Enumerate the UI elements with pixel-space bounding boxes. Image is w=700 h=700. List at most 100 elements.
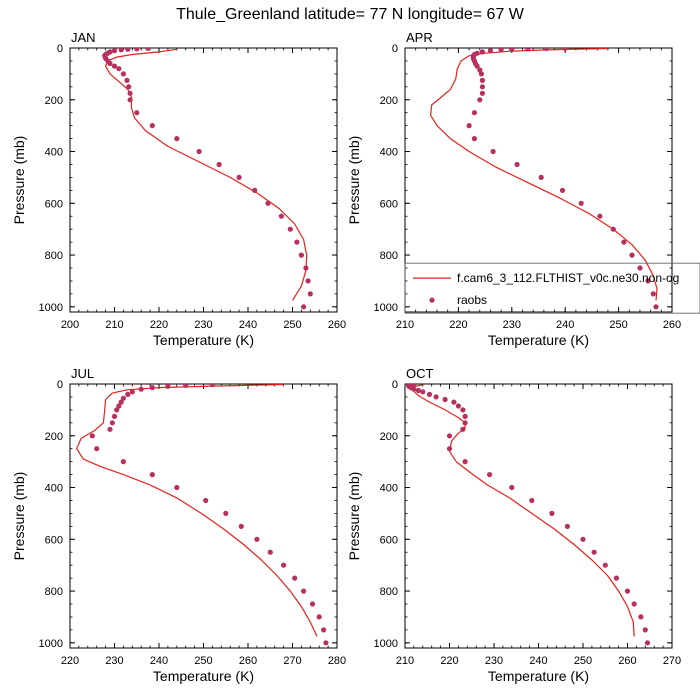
y-tick-label: 200 <box>380 95 398 107</box>
raobs-point <box>107 426 113 432</box>
raobs-point <box>183 384 189 388</box>
raobs-point <box>120 459 126 465</box>
raobs-point <box>479 77 485 83</box>
raobs-point <box>564 523 571 530</box>
y-tick-label: 800 <box>380 586 398 598</box>
y-tick-label: 600 <box>45 534 63 546</box>
raobs-point <box>145 48 151 51</box>
raobs-point <box>479 49 485 55</box>
x-tick-label: 260 <box>239 655 257 667</box>
raobs-point <box>149 385 155 391</box>
raobs-point <box>471 110 477 116</box>
x-tick-label: 240 <box>556 319 574 331</box>
x-tick-label: 220 <box>61 655 79 667</box>
raobs-point <box>478 71 484 77</box>
y-tick-label: 0 <box>392 379 398 391</box>
raobs-point <box>529 497 535 504</box>
raobs-point <box>477 97 483 103</box>
raobs-point <box>637 265 643 271</box>
figure-title: Thule_Greenland latitude= 77 N longitude… <box>176 6 525 23</box>
data-layer <box>76 384 329 646</box>
raobs-point <box>129 389 135 395</box>
raobs-point <box>433 394 439 400</box>
raobs-point <box>580 536 586 542</box>
raobs-point <box>471 136 477 142</box>
raobs-point <box>116 403 122 409</box>
model-profile-line <box>76 384 318 637</box>
raobs-point <box>107 49 113 55</box>
raobs-point <box>644 640 651 646</box>
raobs-point <box>543 48 550 52</box>
x-tick-label: 270 <box>663 655 681 667</box>
raobs-point <box>307 291 313 297</box>
raobs-point <box>134 110 140 116</box>
raobs-point <box>124 77 130 83</box>
raobs-point <box>559 187 566 193</box>
raobs-point <box>460 407 466 413</box>
raobs-point <box>602 562 608 568</box>
raobs-point <box>446 446 453 452</box>
raobs-point <box>203 497 209 504</box>
raobs-point <box>323 640 329 646</box>
panel-title: OCT <box>406 366 434 381</box>
raobs-point <box>287 226 293 232</box>
raobs-point <box>638 614 644 620</box>
raobs-point <box>254 536 260 542</box>
raobs-point <box>125 48 131 52</box>
plot-frame <box>69 47 338 313</box>
raobs-point <box>223 510 229 516</box>
raobs-point <box>629 252 635 258</box>
x-tick-label: 260 <box>328 319 346 331</box>
y-tick-label: 1000 <box>374 302 398 314</box>
x-tick-label: 230 <box>105 655 123 667</box>
y-tick-label: 600 <box>45 198 63 210</box>
raobs-point <box>309 601 316 607</box>
raobs-point <box>298 252 304 258</box>
x-axis-label: Temperature (K) <box>488 668 589 684</box>
y-tick-label: 400 <box>45 147 63 159</box>
y-tick-label: 400 <box>380 483 398 495</box>
y-axis-label: Pressure (mb) <box>346 472 362 561</box>
x-tick-label: 250 <box>574 655 592 667</box>
raobs-point <box>89 433 95 439</box>
raobs-point <box>216 161 222 168</box>
y-axis-label: Pressure (mb) <box>346 136 362 225</box>
raobs-point <box>165 384 171 389</box>
x-tick-label: 220 <box>449 319 467 331</box>
x-tick-label: 200 <box>61 319 79 331</box>
y-tick-label: 400 <box>45 483 63 495</box>
raobs-point <box>127 97 133 103</box>
raobs-point <box>462 413 468 419</box>
raobs-point <box>125 391 131 397</box>
x-tick-label: 230 <box>503 319 521 331</box>
x-tick-label: 250 <box>609 319 627 331</box>
raobs-point <box>111 413 118 419</box>
panel-title: APR <box>406 30 433 45</box>
y-tick-label: 600 <box>380 198 398 210</box>
data-layer <box>430 48 659 310</box>
raobs-point <box>578 200 584 206</box>
x-tick-label: 260 <box>663 319 681 331</box>
raobs-point <box>265 200 271 206</box>
raobs-point <box>650 291 656 297</box>
plot-frame <box>404 47 673 313</box>
y-tick-label: 1000 <box>374 638 398 650</box>
y-tick-label: 1000 <box>39 638 63 650</box>
x-tick-label: 250 <box>194 655 212 667</box>
x-axis-label: Temperature (K) <box>488 332 589 348</box>
raobs-point <box>426 391 433 397</box>
x-tick-label: 250 <box>283 319 301 331</box>
raobs-point <box>116 66 122 72</box>
raobs-point <box>631 601 637 607</box>
raobs-point <box>462 420 468 426</box>
x-axis-label: Temperature (K) <box>153 668 254 684</box>
raobs-point <box>591 549 597 555</box>
raobs-point <box>451 399 457 405</box>
raobs-point <box>509 484 515 491</box>
raobs-point <box>411 384 417 388</box>
raobs-point <box>111 48 118 54</box>
model-profile-line <box>430 48 658 301</box>
raobs-point <box>118 48 124 53</box>
raobs-point <box>613 575 620 581</box>
raobs-point <box>474 50 480 56</box>
